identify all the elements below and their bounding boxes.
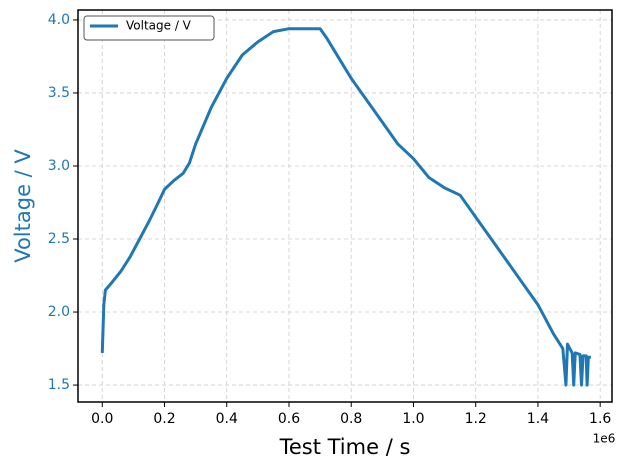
x-tick-label: 0.4 [216,411,238,427]
x-tick-label: 1.6 [589,411,611,427]
x-tick-label: 0.8 [340,411,362,427]
x-tick-label: 1.2 [465,411,487,427]
series-line [100,27,591,387]
y-tick-label: 2.0 [48,304,70,320]
y-axis-label: Voltage / V [11,149,35,263]
plot-frame [77,9,613,403]
legend-label: Voltage / V [126,19,192,33]
x-axis-label: Test Time / s [279,435,411,459]
x-tick-label: 0.6 [278,411,300,427]
x-tick-label: 1.0 [402,411,424,427]
x-offset-label: 1e6 [593,432,616,446]
y-tick-label: 2.5 [48,231,70,247]
x-tick-label: 0.0 [91,411,113,427]
y-tick-label: 1.5 [48,377,70,393]
legend: Voltage / V [83,15,215,41]
legend-box [83,15,215,41]
x-tick-label: 0.2 [153,411,175,427]
plot-area [78,10,612,402]
y-tick-label: 3.5 [48,85,70,101]
y-tick-label: 4.0 [48,12,70,28]
x-tick-label: 1.4 [527,411,549,427]
y-tick-label: 3.0 [48,158,70,174]
